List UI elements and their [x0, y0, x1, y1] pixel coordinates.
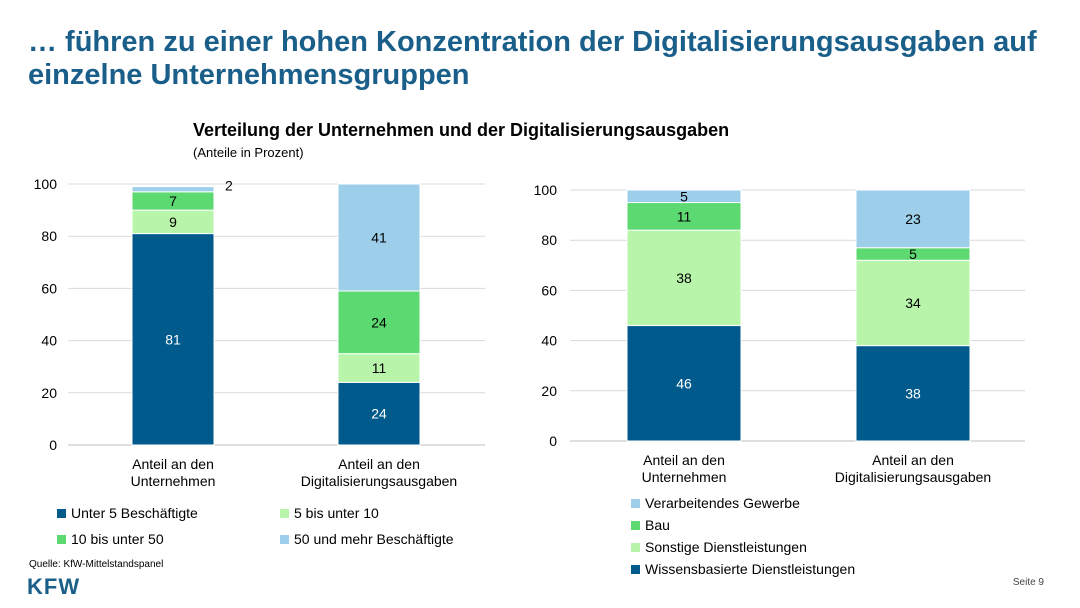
bar-segment: [626, 189, 742, 204]
bar-segment: [337, 183, 421, 292]
legend-item: Verarbeitendes Gewerbe: [631, 495, 800, 511]
page-number: Seite 9: [1012, 577, 1044, 588]
legend-label: 50 und mehr Beschäftigte: [294, 531, 454, 547]
y-tick-label: 100: [34, 176, 58, 192]
legend-swatch: [57, 508, 66, 518]
y-tick-label: 40: [541, 333, 557, 349]
y-tick-label: 20: [541, 383, 557, 399]
data-label: 5: [680, 188, 688, 204]
legend-item: Bau: [631, 517, 670, 533]
legend-label: Bau: [645, 517, 670, 533]
legend-item: Wissensbasierte Dienstleistungen: [631, 561, 855, 577]
data-label: 38: [676, 270, 692, 286]
y-tick-label: 0: [549, 433, 557, 449]
bar-segment: [855, 189, 971, 249]
bar-segment: [337, 353, 421, 383]
bar-segment: [131, 186, 215, 193]
legend-swatch: [631, 542, 640, 552]
legend-item: Sonstige Dienstleistungen: [631, 539, 807, 555]
data-label: 24: [371, 314, 387, 330]
y-tick-label: 80: [541, 232, 557, 248]
legend-label: Wissensbasierte Dienstleistungen: [645, 561, 856, 577]
data-label: 9: [169, 214, 177, 230]
legend-label: 5 bis unter 10: [294, 505, 379, 521]
data-label: 5: [909, 246, 917, 262]
legend-swatch: [57, 534, 66, 544]
slide-title: … führen zu einer hohen Konzentration de…: [28, 26, 1037, 91]
x-category-label: Anteil an den: [872, 452, 954, 468]
x-category-label: Unternehmen: [642, 469, 727, 485]
legend-label: Sonstige Dienstleistungen: [645, 539, 807, 555]
y-tick-label: 80: [41, 228, 57, 244]
kfw-logo: KFW: [27, 574, 81, 599]
x-category-label: Digitalisierungsausgaben: [835, 469, 991, 485]
bar-segment: [855, 259, 971, 347]
data-label: 46: [676, 375, 692, 391]
chart-title: Verteilung der Unternehmen und der Digit…: [193, 120, 730, 140]
x-category-label: Anteil an den: [338, 456, 420, 472]
legend-swatch: [280, 534, 289, 544]
data-label: 24: [371, 406, 387, 422]
bar-segment: [855, 345, 971, 442]
legend-item: 5 bis unter 10: [280, 505, 379, 521]
legend-item: Unter 5 Beschäftigte: [57, 505, 198, 521]
data-label: 23: [905, 211, 921, 227]
x-category-label: Digitalisierungsausgaben: [301, 473, 457, 489]
x-category-label: Anteil an den: [643, 452, 725, 468]
legend-swatch: [631, 520, 640, 530]
legend-label: 10 bis unter 50: [71, 531, 164, 547]
legend-item: 10 bis unter 50: [57, 531, 164, 547]
y-tick-label: 100: [534, 182, 558, 198]
bar-segment: [626, 325, 742, 442]
data-label: 11: [677, 208, 692, 224]
data-label: 38: [905, 385, 921, 401]
data-label: 34: [905, 295, 921, 311]
x-category-label: Unternehmen: [131, 473, 216, 489]
data-label: 7: [169, 193, 177, 209]
source-note: Quelle: KfW-Mittelstandspanel: [29, 559, 164, 570]
x-category-label: Anteil an den: [132, 456, 214, 472]
bar-segment: [626, 202, 742, 231]
y-tick-label: 0: [49, 437, 57, 453]
data-label: 81: [165, 331, 181, 347]
bar-segment: [337, 290, 421, 355]
legend-label: Unter 5 Beschäftigte: [71, 505, 198, 521]
legend-swatch: [631, 564, 640, 574]
data-label: 41: [371, 230, 387, 246]
y-tick-label: 20: [41, 385, 57, 401]
y-tick-label: 40: [41, 333, 57, 349]
data-label: 11: [372, 360, 387, 376]
bar-segment: [626, 229, 742, 327]
bar-segment: [131, 233, 215, 446]
chart-subtitle: (Anteile in Prozent): [193, 145, 304, 160]
y-tick-label: 60: [41, 280, 57, 296]
legend-label: Verarbeitendes Gewerbe: [645, 495, 800, 511]
data-label: 2: [225, 178, 233, 194]
legend-swatch: [280, 508, 289, 518]
legend-swatch: [631, 498, 640, 508]
legend-item: 50 und mehr Beschäftigte: [280, 531, 454, 547]
y-tick-label: 60: [541, 282, 557, 298]
